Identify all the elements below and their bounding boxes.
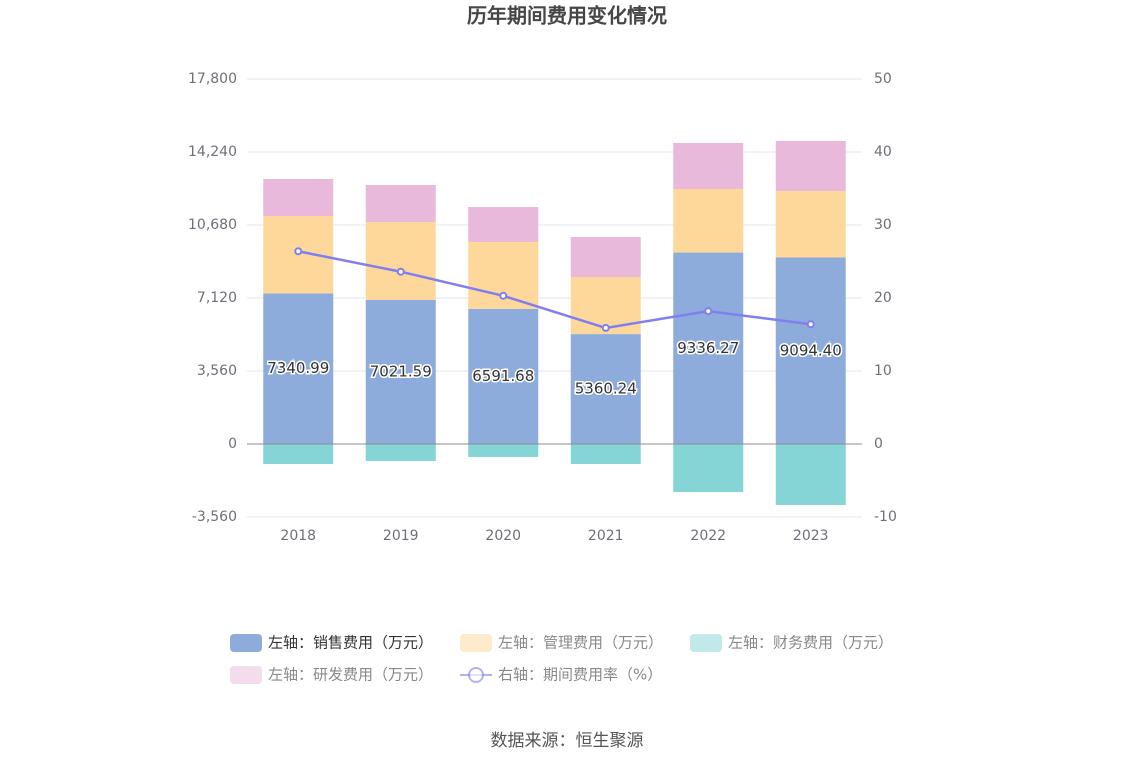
- y-tick-label: 14,240: [188, 144, 237, 160]
- legend-swatch: [468, 667, 484, 683]
- bar-segment: [570, 334, 641, 444]
- bar-segment: [775, 140, 846, 191]
- y2-tick-label: 40: [874, 144, 892, 160]
- y2-tick-label: 30: [874, 217, 892, 233]
- y2-tick-label: 0: [874, 436, 883, 452]
- data-label: 9336.27: [677, 339, 739, 357]
- chart-title: 历年期间费用变化情况: [467, 4, 667, 28]
- line-point: [601, 323, 610, 332]
- bar-segment: [775, 257, 846, 444]
- bar-segment: [468, 308, 539, 444]
- legend-swatch: [230, 666, 262, 684]
- bar-segment: [570, 444, 641, 464]
- bar-segment: [263, 178, 334, 216]
- y2-tick-label: 20: [874, 290, 892, 306]
- x-tick-label: 2018: [280, 528, 316, 544]
- y-tick-label: 0: [228, 436, 237, 452]
- line-point: [704, 307, 713, 316]
- bar-segment: [673, 252, 744, 444]
- line-series: [298, 250, 811, 330]
- y-tick-label: -3,560: [192, 509, 237, 525]
- y2-tick-label: 10: [874, 363, 892, 379]
- legend-label: 左轴：财务费用（万元）: [728, 634, 893, 652]
- bar-segment: [365, 300, 436, 444]
- legend-label: 左轴：管理费用（万元）: [498, 634, 663, 652]
- legend-swatch: [690, 634, 722, 652]
- source-note: 数据来源：恒生聚源: [491, 731, 644, 751]
- line-point: [806, 320, 815, 329]
- line-point: [294, 247, 303, 256]
- x-tick-label: 2021: [588, 528, 624, 544]
- y-tick-label: 10,680: [188, 217, 237, 233]
- bar-segment: [263, 444, 334, 464]
- bar-segment: [775, 444, 846, 506]
- data-label: 7340.99: [267, 359, 329, 377]
- bar-segment: [673, 188, 744, 253]
- bar-segment: [775, 190, 846, 258]
- data-label: 5360.24: [575, 380, 637, 398]
- y2-tick-label: -10: [874, 509, 897, 525]
- data-label: 6591.68: [472, 367, 534, 385]
- bar-segment: [570, 236, 641, 277]
- y-tick-label: 7,120: [197, 290, 237, 306]
- data-label: 9094.40: [780, 341, 842, 359]
- data-label: 7021.59: [370, 363, 432, 381]
- legend-swatch: [230, 634, 262, 652]
- bar-segment: [263, 293, 334, 444]
- bar-segment: [468, 207, 539, 242]
- line-point: [499, 291, 508, 300]
- x-tick-label: 2020: [485, 528, 521, 544]
- y-tick-label: 17,800: [188, 71, 237, 87]
- line-point: [396, 267, 405, 276]
- bar-segment: [673, 444, 744, 493]
- x-tick-label: 2023: [793, 528, 829, 544]
- legend-swatch: [460, 634, 492, 652]
- x-tick-label: 2022: [690, 528, 726, 544]
- y2-tick-label: 50: [874, 71, 892, 87]
- bar-segment: [365, 185, 436, 222]
- legend-label: 左轴：研发费用（万元）: [268, 666, 433, 684]
- y-tick-label: 3,560: [197, 363, 237, 379]
- bar-segment: [365, 444, 436, 461]
- x-tick-label: 2019: [383, 528, 419, 544]
- bar-segment: [673, 142, 744, 189]
- bar-segment: [468, 444, 539, 458]
- bar-segment: [365, 221, 436, 301]
- legend-label: 左轴：销售费用（万元）: [268, 634, 433, 652]
- legend-label: 右轴：期间费用率（%）: [498, 666, 662, 684]
